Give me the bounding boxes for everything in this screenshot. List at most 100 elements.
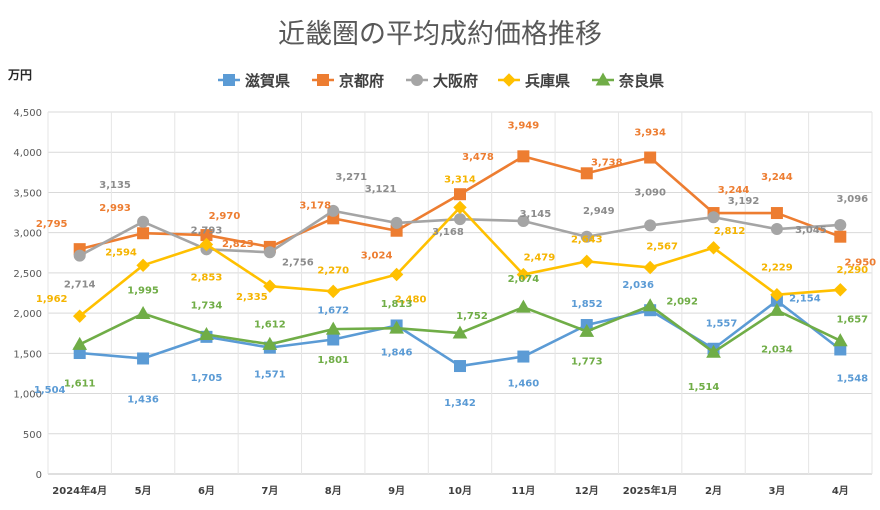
data-point [643,260,657,275]
data-point [706,241,721,255]
legend-item: 奈良県 [592,72,664,90]
data-label: 2,949 [583,206,615,217]
data-point [707,211,720,224]
data-point [770,287,784,302]
data-label: 3,135 [99,180,131,191]
data-label: 3,168 [432,227,464,238]
data-point [453,200,467,215]
data-point [770,223,783,236]
data-point [769,302,785,316]
y-tick-label: 2,000 [13,309,42,320]
data-point [137,352,150,365]
x-tick-label: 12月 [575,485,599,497]
data-label: 1,672 [317,305,349,316]
data-point [502,73,516,87]
data-label: 2,714 [64,280,96,291]
y-tick-label: 4,500 [13,108,42,119]
data-label: 1,846 [381,347,413,358]
legend-label: 兵庫県 [525,72,570,90]
legend-item: 兵庫県 [498,72,570,90]
legend-label: 滋賀県 [245,72,290,90]
data-point [517,215,530,228]
x-tick-label: 7月 [261,485,278,497]
legend: 滋賀県 京都府 大阪府 兵庫県 奈良県 [218,72,664,90]
data-label: 3,314 [444,174,476,185]
series-labels-2: 2,795 2,993 2,970 2,823 3,178 3,024 3,478 3,949… [36,120,876,268]
data-point [73,249,86,262]
x-tick-label: 4月 [832,485,849,497]
data-point [580,254,594,269]
x-tick-label: 5月 [135,485,152,497]
data-label: 1,773 [571,356,603,367]
data-point [223,74,235,86]
data-point [389,267,404,282]
data-point [517,350,530,363]
data-label: 1,557 [706,319,738,330]
data-point [262,336,278,350]
data-label: 3,096 [836,194,868,205]
data-label: 1,548 [836,373,868,384]
data-label: 2,594 [105,247,137,258]
data-label: 3,244 [761,172,793,183]
data-point [72,336,88,350]
data-label: 1,612 [254,319,286,330]
data-label: 2,567 [646,241,678,252]
data-point [706,344,721,358]
data-point [263,279,277,293]
legend-label: 京都府 [339,72,384,90]
data-point [327,204,340,217]
data-label: 2,950 [844,258,876,269]
series-labels-1: 1,504 1,436 1,705 1,571 1,672 1,846 1,342 1,460… [34,280,868,409]
data-label: 2,034 [761,344,793,355]
data-label: 2,036 [622,280,654,291]
data-label: 1,571 [254,370,286,381]
y-tick-label: 500 [23,430,42,441]
legend-label: 大阪府 [433,72,478,90]
data-label: 1,734 [191,301,223,312]
data-point [642,298,658,312]
data-label: 3,192 [728,196,760,207]
gridlines [47,111,873,475]
y-tick-label: 1,000 [13,390,42,401]
data-label: 2,270 [317,265,349,276]
data-label: 2,074 [508,274,540,285]
data-point [327,333,340,346]
data-point [389,320,404,334]
data-label: 1,752 [456,311,488,322]
data-point [199,237,214,252]
data-label: 1,611 [64,378,96,389]
x-tick-label: 3月 [768,485,785,497]
data-point [595,72,611,86]
data-label: 2,795 [36,219,68,230]
x-tick-label: 11月 [511,485,535,497]
x-tick-label: 2024年4月 [52,484,107,497]
data-point [834,218,847,231]
data-point [770,207,783,220]
data-point [411,74,423,86]
data-point [832,333,848,347]
data-point [454,213,466,226]
data-label: 1,705 [191,373,223,384]
data-label: 1,436 [127,394,159,405]
data-point [199,326,214,341]
series-labels-5: 1,611 1,995 1,734 1,612 1,801 1,813 1,752 2,074… [64,274,868,393]
x-tick-label: 9月 [388,485,405,497]
data-point [833,283,848,297]
x-tick-label: 2月 [705,485,722,497]
data-label: 2,479 [524,253,556,264]
data-label: 3,145 [520,209,552,220]
x-tick-label: 8月 [325,485,342,497]
axes: 0 500 1,000 1,500 2,000 2,500 3,000 3,500 4,000 4… [13,108,848,497]
legend-item: 京都府 [312,72,384,90]
data-point [644,219,657,232]
series-labels-4: 1,962 2,594 2,853 2,335 2,270 2,480 3,314 2,479… [36,174,868,305]
data-label: 3,178 [299,200,331,211]
data-point [454,360,466,373]
x-tick-label: 10月 [448,485,472,497]
data-label: 3,478 [462,152,494,163]
data-labels: 1,504 1,436 1,705 1,571 1,672 1,846 1,342 1,460… [34,120,876,409]
data-label: 2,290 [836,265,868,276]
data-point [452,325,468,339]
